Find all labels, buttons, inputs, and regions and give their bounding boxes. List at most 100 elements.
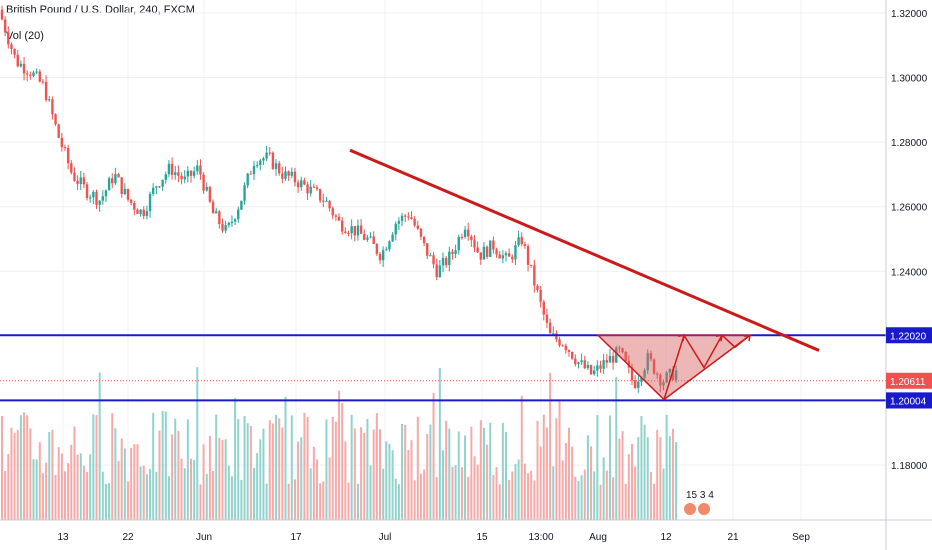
candle-body [155, 186, 158, 188]
candle-body [29, 74, 32, 76]
time-tick-label: 13 [57, 532, 69, 543]
volume-bar [322, 481, 325, 520]
price-tick-label: 1.26000 [891, 203, 928, 214]
candle-body [605, 360, 608, 363]
time-tick-label: 21 [727, 532, 739, 543]
candle-body [548, 322, 552, 334]
candle-body [542, 301, 545, 315]
drawing-overlays: 15 3 4 [0, 148, 886, 515]
volume-bar [596, 415, 599, 520]
volume-bar [243, 415, 246, 520]
candle-body [170, 163, 174, 175]
candle-body [570, 351, 574, 359]
volume-bar [89, 454, 92, 520]
volume-bar [108, 483, 111, 520]
volume-bar [177, 430, 180, 520]
candle-body [180, 175, 183, 180]
candle-body [104, 190, 108, 197]
candle-body [356, 225, 360, 236]
candle-body [120, 177, 123, 195]
volume-bar [57, 447, 60, 520]
volume-bar [227, 465, 230, 520]
candle-body [504, 253, 508, 256]
volume-bar [662, 468, 665, 520]
candle-body [199, 165, 202, 175]
volume-bar [29, 428, 32, 520]
candle-body [618, 347, 621, 349]
volume-bar [646, 437, 649, 520]
candle-body [520, 237, 523, 245]
candle-body [19, 63, 23, 67]
candle-body [296, 182, 300, 188]
volume-bar [454, 465, 457, 520]
volume-bar [344, 441, 347, 520]
volume-bar [120, 438, 123, 520]
volume-bar [410, 440, 413, 520]
candle-body [38, 71, 41, 82]
candle-body [145, 211, 149, 217]
candle-body [602, 360, 605, 369]
volume-bar [237, 419, 240, 520]
candle-body [315, 187, 319, 190]
candle-body [558, 339, 561, 346]
volume-bar [13, 433, 16, 520]
volume-bar [489, 422, 492, 520]
price-axis: 1.180001.200001.240001.260001.280001.300… [885, 0, 932, 550]
volume-bar [574, 476, 577, 520]
volume-bar [353, 428, 356, 520]
volume-bar [514, 464, 517, 520]
volume-bar [117, 461, 120, 520]
volume-bar [190, 458, 192, 520]
candle-body [142, 209, 145, 217]
candle-body [536, 285, 539, 291]
candle-body [7, 32, 10, 45]
candle-body [457, 236, 460, 251]
volume-bar [161, 410, 164, 520]
candle-body [596, 365, 599, 371]
candle-body [230, 221, 234, 223]
volume-bar [435, 477, 438, 520]
volume-bar [35, 459, 38, 520]
candle-body [158, 186, 161, 188]
volume-bar [476, 464, 479, 520]
volume-bar [631, 444, 633, 520]
volume-bar [139, 466, 142, 520]
candle-body [482, 246, 486, 260]
candle-body [290, 171, 293, 176]
candle-body [133, 202, 136, 210]
candle-body [530, 264, 533, 266]
candle-body [161, 179, 164, 187]
volume-bar [432, 392, 435, 520]
volume-bar [640, 416, 643, 520]
volume-bar [218, 437, 221, 520]
volume-bars [1, 367, 678, 520]
candle-body [397, 220, 401, 224]
candle-body [517, 237, 520, 246]
candle-body [325, 200, 328, 202]
volume-bar [208, 435, 211, 520]
candle-body [561, 345, 564, 347]
candle-body [114, 174, 117, 184]
volume-bar [306, 416, 309, 520]
volume-bar [665, 414, 668, 520]
volume-bar [366, 418, 369, 520]
candle-body [22, 63, 26, 74]
volume-bar [360, 427, 363, 520]
volume-bar [271, 423, 274, 520]
volume-bar [215, 414, 218, 520]
volume-bar [621, 431, 624, 520]
volume-bar [338, 390, 341, 520]
volume-bar [347, 482, 350, 520]
candle-body [564, 345, 568, 351]
candle-body [665, 372, 668, 383]
volume-bar [536, 420, 539, 520]
time-tick-label: 13:00 [528, 532, 553, 543]
volume-bar [586, 435, 589, 520]
candle-body [394, 223, 397, 235]
candle-body [674, 370, 678, 380]
volume-bar [523, 463, 526, 520]
candle-body [404, 215, 407, 217]
time-axis: 13 22 Jun 17 Jul 15 13:00 Aug 12 21 Sep [0, 519, 932, 543]
volume-bar [372, 429, 375, 520]
